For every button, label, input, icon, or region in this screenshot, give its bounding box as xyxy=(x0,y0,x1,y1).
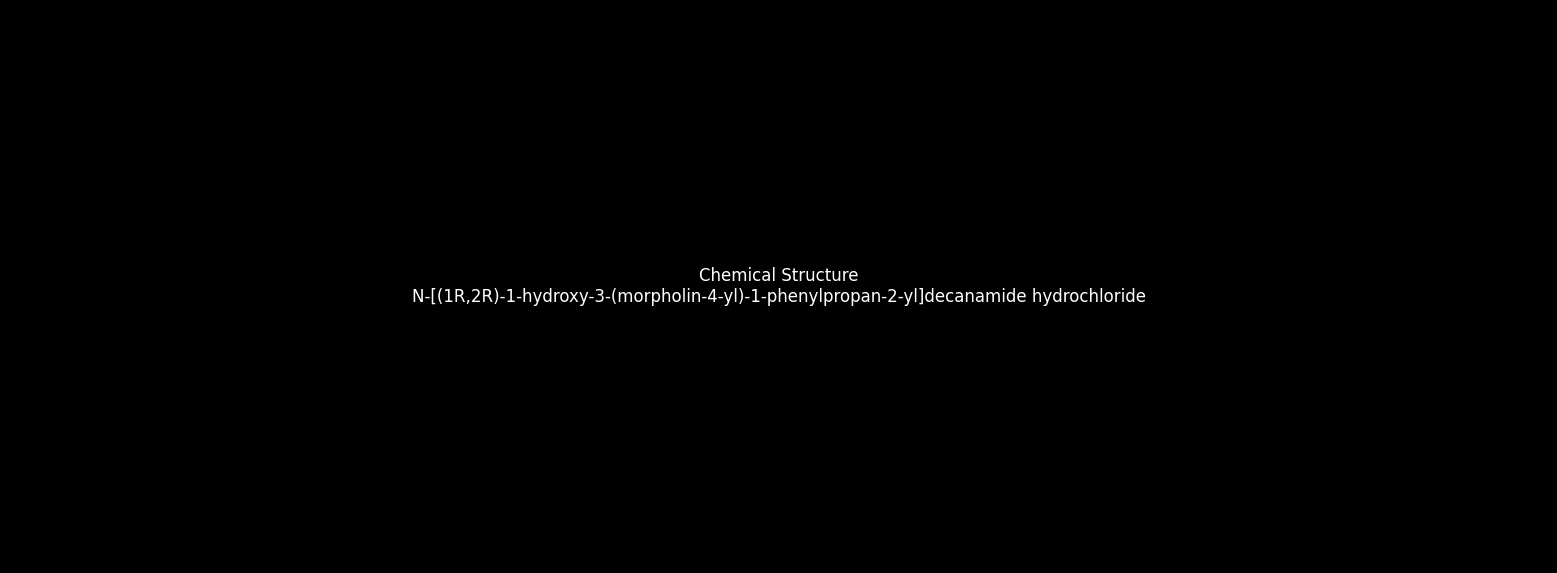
Text: Chemical Structure
N-[(1R,2R)-1-hydroxy-3-(morpholin-4-yl)-1-phenylpropan-2-yl]d: Chemical Structure N-[(1R,2R)-1-hydroxy-… xyxy=(411,267,1146,306)
